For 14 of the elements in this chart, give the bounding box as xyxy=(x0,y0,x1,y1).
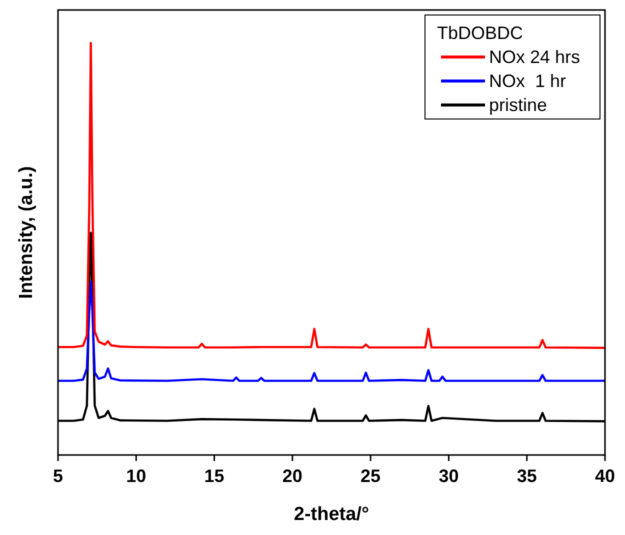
legend-label: NOx 24 hrs xyxy=(489,47,580,67)
x-tick-label: 25 xyxy=(360,466,381,486)
legend-label: pristine xyxy=(489,95,548,115)
x-axis-title: 2-theta/° xyxy=(294,504,370,525)
x-tick-label: 40 xyxy=(594,466,616,486)
legend-label: NOx 1 hr xyxy=(489,71,566,91)
x-tick-label: 15 xyxy=(204,466,224,486)
x-tick-label: 35 xyxy=(516,466,537,486)
x-tick-label: 30 xyxy=(438,466,459,486)
x-tick-label: 20 xyxy=(282,466,302,486)
x-tick-label: 5 xyxy=(52,466,64,486)
x-tick-label: 10 xyxy=(126,466,146,486)
legend-title: TbDOBDC xyxy=(437,23,524,43)
y-axis-title: Intensity, (a.u.) xyxy=(16,166,37,299)
